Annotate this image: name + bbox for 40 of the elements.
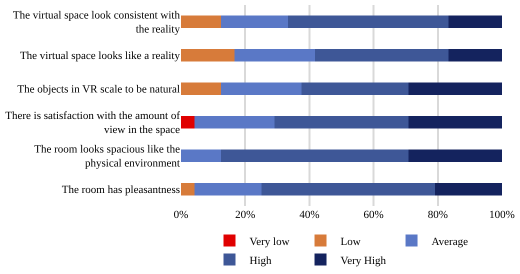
bar — [181, 48, 235, 62]
bar — [181, 82, 222, 96]
bar — [221, 15, 288, 28]
bar — [435, 182, 502, 196]
bar — [181, 116, 194, 129]
bar — [408, 149, 502, 162]
legend-label: Low — [340, 236, 361, 248]
x-tick-label: 100% — [489, 209, 515, 221]
bar — [448, 48, 502, 62]
bar — [181, 182, 194, 196]
y-tick-label: The virtual space looks like a reality — [20, 50, 180, 62]
legend-label: Average — [432, 236, 468, 248]
y-tick-label: The objects in VR scale to be natural — [17, 84, 180, 96]
bar — [181, 15, 222, 28]
x-tick-label: 0% — [174, 209, 188, 221]
bar — [181, 149, 222, 162]
bar — [234, 48, 315, 62]
bar — [288, 15, 448, 28]
x-tick-label: 40% — [299, 209, 320, 221]
y-tick-label: The room looks spacious like the physical environment — [34, 143, 180, 170]
y-tick-label: The room has pleasantness — [62, 184, 180, 196]
x-tick-label: 20% — [235, 209, 256, 221]
bar — [261, 182, 436, 196]
legend-label: High — [250, 254, 272, 267]
bar — [448, 15, 502, 28]
bar — [221, 149, 408, 162]
bar — [314, 48, 449, 62]
x-tick-label: 60% — [364, 209, 384, 221]
y-tick-label: There is satisfaction with the amount of view in the space — [5, 110, 180, 136]
bar — [194, 182, 262, 196]
bar — [408, 82, 502, 96]
bar — [301, 82, 408, 96]
x-tick-label: 80% — [428, 209, 448, 221]
bar — [408, 116, 502, 129]
y-tick-label: The virtual space look consistent with the reality — [12, 9, 180, 36]
legend-label: Very High — [340, 254, 387, 267]
bar — [221, 82, 302, 96]
bar — [194, 116, 275, 129]
legend-label: Very low — [250, 236, 290, 248]
bar — [274, 116, 409, 129]
